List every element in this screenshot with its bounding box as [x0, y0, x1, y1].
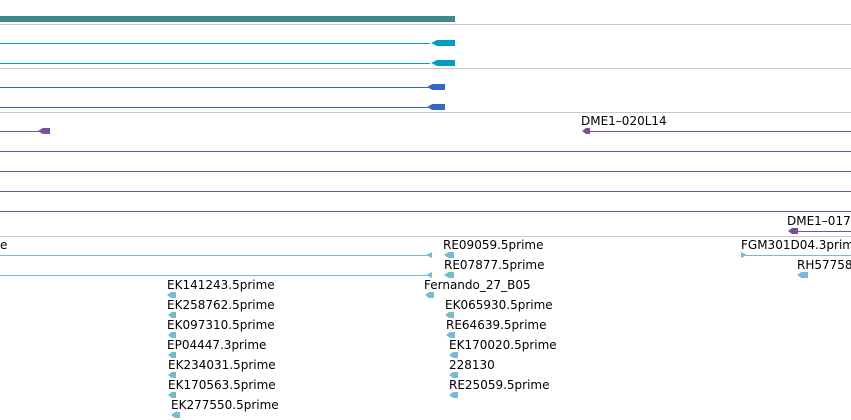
est-label[interactable]: EP04447.3prime	[167, 338, 267, 352]
clone-feature-line[interactable]	[0, 191, 851, 192]
protein-feature-line[interactable]	[0, 107, 428, 108]
est-label[interactable]: RE07877.5prime	[444, 258, 545, 272]
track-divider	[0, 236, 851, 237]
transcript-feature-intron[interactable]	[0, 63, 430, 64]
clone-feature-line[interactable]	[0, 151, 851, 152]
est-feature-block[interactable]	[449, 392, 458, 398]
clone-feature-block[interactable]	[788, 228, 798, 234]
protein-feature-block[interactable]	[427, 84, 445, 90]
est-feature-line[interactable]	[0, 255, 427, 256]
est-feature-block[interactable]	[168, 312, 176, 318]
est-feature-block[interactable]	[449, 352, 458, 358]
est-feature-block[interactable]	[171, 412, 180, 418]
est-label[interactable]: e	[0, 238, 8, 252]
est-feature-line[interactable]	[746, 255, 851, 256]
est-label[interactable]: EK065930.5prime	[445, 298, 553, 312]
clone-feature-block[interactable]	[582, 128, 590, 134]
transcript-feature-intron[interactable]	[0, 43, 430, 44]
est-feature-block[interactable]	[444, 252, 454, 258]
est-label[interactable]: RH57758	[797, 258, 851, 272]
track-divider	[0, 112, 851, 113]
est-feature-block[interactable]	[167, 292, 176, 298]
est-feature-block[interactable]	[168, 392, 176, 398]
est-feature-block[interactable]	[444, 272, 454, 278]
clone-label[interactable]: DME1–017	[787, 214, 851, 228]
est-feature-line[interactable]	[0, 275, 427, 276]
protein-feature-block[interactable]	[427, 104, 445, 110]
protein-feature-line[interactable]	[0, 87, 428, 88]
est-label[interactable]: FGM301D04.3prime	[741, 238, 851, 252]
est-label[interactable]: EK277550.5prime	[171, 398, 279, 412]
clone-feature-line[interactable]	[0, 211, 851, 212]
est-arrow-icon[interactable]	[741, 252, 747, 258]
est-label[interactable]: EK234031.5prime	[168, 358, 276, 372]
clone-feature-line[interactable]	[0, 171, 851, 172]
est-feature-block[interactable]	[797, 272, 808, 278]
est-label[interactable]: RE25059.5prime	[449, 378, 550, 392]
clone-feature-line[interactable]	[797, 231, 851, 232]
est-label[interactable]: RE09059.5prime	[443, 238, 544, 252]
est-arrow-icon[interactable]	[426, 272, 432, 278]
est-feature-block[interactable]	[168, 332, 176, 338]
est-label[interactable]: EK170563.5prime	[168, 378, 276, 392]
track-divider	[0, 68, 851, 69]
est-feature-block[interactable]	[445, 312, 454, 318]
est-label[interactable]: Fernando_27_B05	[424, 278, 531, 292]
est-feature-block[interactable]	[168, 372, 176, 378]
track-divider	[0, 24, 851, 25]
est-label[interactable]: EK258762.5prime	[167, 298, 275, 312]
est-arrow-icon[interactable]	[426, 252, 432, 258]
transcript-feature-exon[interactable]	[431, 40, 455, 46]
clone-feature-line[interactable]	[0, 131, 40, 132]
est-label[interactable]: EK141243.5prime	[167, 278, 275, 292]
est-feature-block[interactable]	[168, 352, 176, 358]
clone-feature-line[interactable]	[589, 131, 851, 132]
clone-label[interactable]: DME1–020L14	[581, 114, 667, 128]
est-label[interactable]: 228130	[449, 358, 495, 372]
est-label[interactable]: RE64639.5prime	[446, 318, 547, 332]
gene-feature[interactable]	[0, 16, 455, 22]
est-label[interactable]: EK170020.5prime	[449, 338, 557, 352]
clone-feature-block[interactable]	[38, 128, 50, 134]
est-feature-block[interactable]	[425, 292, 434, 298]
est-label[interactable]: EK097310.5prime	[167, 318, 275, 332]
est-feature-block[interactable]	[449, 372, 458, 378]
est-feature-block[interactable]	[446, 332, 455, 338]
transcript-feature-exon[interactable]	[431, 60, 455, 66]
